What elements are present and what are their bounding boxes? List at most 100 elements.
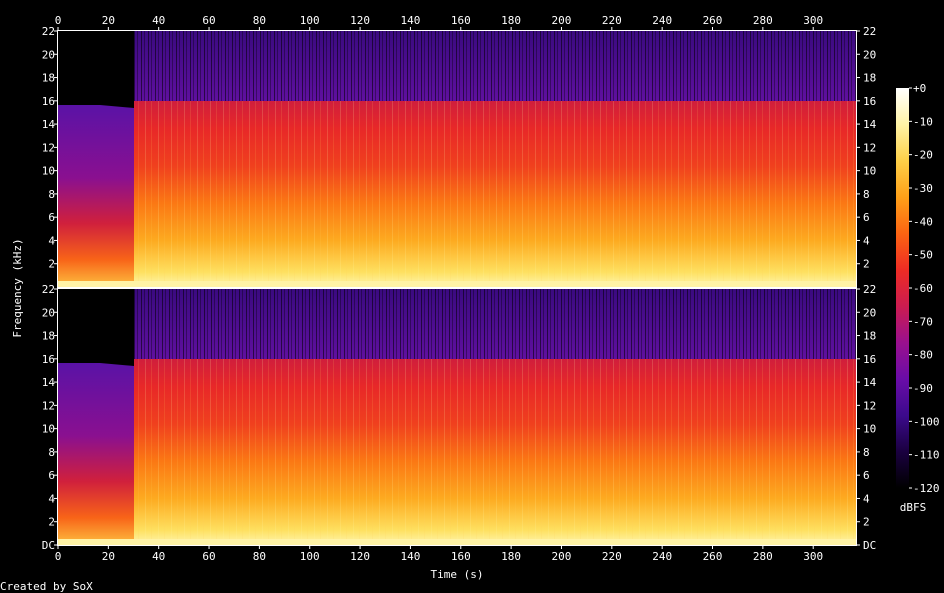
y-tick-label-left: DC [42, 539, 55, 552]
x-tick-label-top: 140 [400, 14, 420, 27]
x-tick-label-bottom: 140 [400, 550, 420, 563]
y-tick-label-right: 8 [863, 188, 870, 201]
plot-frame [57, 30, 857, 546]
y-tick-label-left: 6 [48, 211, 55, 224]
x-axis-label: Time (s) [431, 568, 484, 581]
x-tick-label-top: 260 [703, 14, 723, 27]
y-tick-label-left: 22 [42, 25, 55, 38]
x-tick-label-top: 100 [300, 14, 320, 27]
colorbar-tick-label: -20 [913, 149, 933, 162]
x-tick-label-bottom: 100 [300, 550, 320, 563]
channel-bottom-intro-region [58, 363, 134, 545]
y-tick-label-right: 10 [863, 165, 876, 178]
x-tick-label-top: 240 [652, 14, 672, 27]
y-tick-label-left: 2 [48, 258, 55, 271]
y-tick-label-right: 12 [863, 141, 876, 154]
y-tick-label-left: 12 [42, 141, 55, 154]
axis-tick-labels: 0 0 20 20 40 40 60 60 80 80 100 100 120 120 140 140 160 1… [42, 14, 877, 563]
y-tick-label-right: 16 [863, 353, 876, 366]
y-tick-label-right: 14 [863, 118, 877, 131]
colorbar-tick-label: -100 [913, 415, 940, 428]
colorbar [896, 88, 909, 488]
x-tick-label-top: 20 [102, 14, 115, 27]
x-tick-label-top: 280 [753, 14, 773, 27]
channel-bottom-upper-band-streaks [134, 289, 856, 360]
x-tick-label-bottom: 180 [501, 550, 521, 563]
x-tick-label-bottom: 280 [753, 550, 773, 563]
colorbar-tick-label: -30 [913, 182, 933, 195]
y-tick-label-right: 14 [863, 376, 877, 389]
y-tick-label-right: DC [863, 539, 876, 552]
y-tick-label-left: 10 [42, 165, 55, 178]
y-tick-label-left: 6 [48, 469, 55, 482]
colorbar-tick-label: -10 [913, 115, 933, 128]
x-tick-label-bottom: 220 [602, 550, 622, 563]
y-tick-label-right: 4 [863, 234, 870, 247]
x-tick-label-top: 300 [803, 14, 823, 27]
x-tick-label-bottom: 240 [652, 550, 672, 563]
colorbar-ticks: +0 -10 -20 -30 -40 -50 -60 -70 -80 -90 -100 -110 -12… [909, 82, 940, 495]
colorbar-tick-label: -50 [913, 249, 933, 262]
y-tick-label-right: 20 [863, 48, 876, 61]
credit-text: Created by SoX [0, 580, 93, 593]
channel-divider [58, 287, 856, 289]
y-tick-label-right: 22 [863, 283, 876, 296]
y-tick-label-right: 8 [863, 446, 870, 459]
colorbar-tick-label: -120 [913, 482, 940, 495]
colorbar-label: dBFS [900, 501, 927, 514]
colorbar-tick-label: -80 [913, 349, 933, 362]
channel-top [58, 31, 856, 287]
x-tick-label-top: 220 [602, 14, 622, 27]
y-tick-label-left: 12 [42, 399, 55, 412]
x-tick-label-bottom: 120 [350, 550, 370, 563]
x-tick-label-top: 120 [350, 14, 370, 27]
x-tick-label-bottom: 300 [803, 550, 823, 563]
channel-bottom-bottom-glow [58, 539, 856, 545]
y-tick-label-right: 10 [863, 423, 876, 436]
y-tick-label-right: 20 [863, 306, 876, 319]
y-tick-label-left: 20 [42, 306, 55, 319]
axis-ticks [54, 27, 860, 549]
x-tick-label-bottom: 260 [703, 550, 723, 563]
y-tick-label-left: 8 [48, 446, 55, 459]
y-tick-label-right: 4 [863, 492, 870, 505]
y-tick-label-left: 22 [42, 283, 55, 296]
x-tick-label-top: 80 [253, 14, 266, 27]
channel-bottom-body-streaks [134, 359, 856, 545]
y-tick-label-right: 2 [863, 516, 870, 529]
channel-top-bottom-glow [58, 281, 856, 287]
channel-bottom [58, 289, 856, 545]
channel-top-upper-band-streaks [134, 31, 856, 103]
channel-top-body-streaks [134, 101, 856, 287]
y-tick-label-right: 18 [863, 330, 876, 343]
x-tick-label-bottom: 60 [202, 550, 215, 563]
x-tick-label-bottom: 20 [102, 550, 115, 563]
channel-top-intro-region [58, 105, 134, 287]
y-tick-label-right: 12 [863, 399, 876, 412]
y-tick-label-left: 16 [42, 353, 55, 366]
colorbar-tick-label: -110 [913, 449, 940, 462]
x-tick-label-top: 60 [202, 14, 215, 27]
x-tick-label-bottom: 80 [253, 550, 266, 563]
colorbar-tick-label: +0 [913, 82, 926, 95]
y-tick-label-left: 16 [42, 95, 55, 108]
y-tick-label-right: 22 [863, 25, 876, 38]
y-tick-label-left: 18 [42, 330, 55, 343]
y-tick-label-right: 18 [863, 72, 876, 85]
y-tick-label-right: 16 [863, 95, 876, 108]
x-tick-label-bottom: 40 [152, 550, 165, 563]
y-tick-label-left: 20 [42, 48, 55, 61]
y-tick-label-right: 2 [863, 258, 870, 271]
x-tick-label-top: 0 [55, 14, 62, 27]
y-tick-label-left: 4 [48, 492, 55, 505]
colorbar-tick-label: -70 [913, 315, 933, 328]
y-axis-label: Frequency (kHz) [11, 238, 24, 337]
x-tick-label-top: 200 [552, 14, 572, 27]
x-tick-label-top: 40 [152, 14, 165, 27]
colorbar-tick-label: -60 [913, 282, 933, 295]
x-tick-label-top: 180 [501, 14, 521, 27]
x-tick-label-bottom: 200 [552, 550, 572, 563]
y-tick-label-left: 10 [42, 423, 55, 436]
y-tick-label-left: 14 [42, 118, 56, 131]
x-tick-label-bottom: 160 [451, 550, 471, 563]
